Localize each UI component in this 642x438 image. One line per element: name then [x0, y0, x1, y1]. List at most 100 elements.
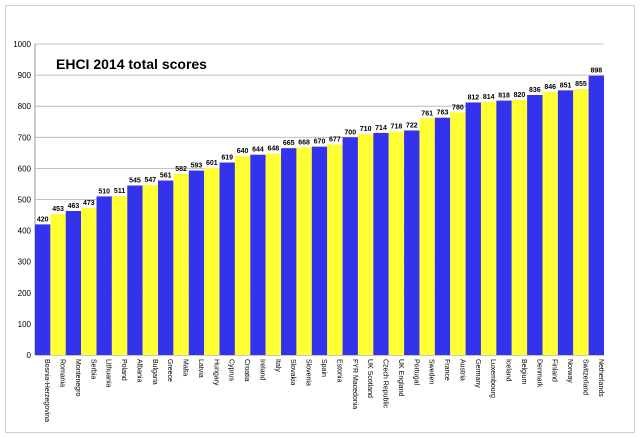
value-label: 677	[329, 136, 341, 143]
value-label: 545	[129, 178, 141, 185]
category-label: Lithuania	[105, 359, 112, 388]
value-label: 648	[268, 145, 280, 152]
x-axis-labels: Bosnia-Herzegovina Romania Montenegro Serbi…	[43, 359, 604, 422]
bar	[311, 146, 328, 355]
category-label: Bulgaria	[151, 359, 158, 385]
chart-title: EHCI 2014 total scores	[56, 56, 207, 72]
bar	[158, 180, 174, 355]
y-tick-label: 500	[18, 196, 32, 205]
bar	[250, 154, 266, 355]
value-label: 818	[498, 93, 510, 100]
bar	[234, 155, 251, 355]
bar	[142, 184, 159, 355]
category-label: Spain	[320, 359, 327, 377]
bar	[511, 99, 528, 355]
y-tick-label: 400	[18, 227, 32, 236]
bar	[96, 196, 112, 355]
value-label: 846	[544, 84, 556, 91]
category-label: Portugal	[412, 359, 419, 386]
category-label: France	[443, 359, 450, 381]
bar	[188, 170, 205, 355]
bar	[465, 102, 481, 355]
category-label: Malta	[182, 359, 189, 376]
category-label: Romania	[59, 359, 66, 387]
value-label: 855	[575, 81, 587, 88]
bar	[496, 100, 512, 356]
value-label: 619	[221, 154, 233, 161]
value-label: 582	[175, 166, 187, 173]
bar	[327, 144, 343, 355]
value-label: 763	[437, 110, 449, 117]
bar	[111, 196, 128, 355]
value-label: 820	[514, 92, 526, 99]
bar	[434, 117, 451, 355]
category-label: Switzerland	[581, 359, 588, 395]
value-label: 473	[83, 200, 95, 207]
category-label: Austria	[458, 359, 465, 381]
bar	[265, 153, 282, 355]
y-tick-label: 200	[18, 289, 32, 298]
bar	[219, 162, 235, 355]
chart-frame: 0 100 200 300 400 500 600 700 800 900 1000 420 453 4…	[5, 5, 635, 433]
bar	[588, 75, 604, 356]
y-tick-label: 700	[18, 133, 32, 142]
bar	[281, 148, 297, 355]
category-label: Poland	[120, 359, 127, 381]
value-label: 547	[144, 177, 156, 184]
category-label: Montenegro	[74, 359, 81, 396]
category-label: Czech Republic	[382, 359, 389, 409]
value-label: 644	[252, 147, 264, 154]
value-label: 812	[467, 94, 479, 101]
value-label: 670	[314, 139, 326, 146]
bar	[296, 147, 312, 355]
bar	[50, 214, 66, 355]
category-label: Netherlands	[597, 359, 604, 397]
y-tick-label: 300	[18, 258, 32, 267]
category-label: Italy	[274, 359, 281, 372]
category-label: Germany	[474, 359, 481, 388]
bar	[357, 134, 374, 355]
category-label: Finland	[551, 359, 558, 382]
y-tick-label: 800	[18, 102, 32, 111]
value-label: 814	[483, 94, 495, 101]
value-label: 640	[237, 148, 249, 155]
value-label: 710	[360, 126, 372, 133]
value-label: 463	[68, 203, 80, 210]
value-label: 453	[52, 206, 64, 213]
bar	[127, 185, 143, 355]
value-label: 836	[529, 87, 541, 94]
category-label: Slovakia	[289, 359, 296, 386]
value-label: 561	[160, 173, 172, 180]
bar	[35, 224, 51, 355]
bars	[35, 75, 604, 356]
value-label: 722	[406, 122, 418, 129]
category-label: Belgium	[520, 359, 527, 384]
category-label: Ireland	[258, 359, 265, 381]
category-label: Bosnia-Herzegovina	[43, 359, 50, 422]
category-label: Estonia	[335, 359, 342, 382]
value-label: 898	[590, 68, 602, 75]
category-label: Iceland	[505, 359, 512, 382]
category-label: Latvia	[197, 359, 204, 378]
bar	[342, 137, 358, 355]
bar	[480, 101, 497, 355]
bar	[419, 118, 435, 355]
value-label: 601	[206, 160, 218, 167]
bar	[557, 90, 574, 356]
category-label: Denmark	[535, 359, 542, 388]
value-label: 668	[298, 139, 310, 146]
value-label: 700	[344, 129, 356, 136]
y-tick-label: 100	[18, 320, 32, 329]
category-label: Hungary	[212, 359, 219, 386]
category-label: Cyprus	[228, 359, 235, 382]
bar	[173, 173, 189, 355]
y-tick-label: 1000	[13, 40, 31, 49]
bar	[204, 168, 220, 355]
category-label: Luxembourg	[489, 359, 496, 398]
category-label: FYR Macedonia	[351, 359, 358, 409]
bar	[573, 89, 589, 355]
bar	[81, 207, 97, 355]
bar	[527, 95, 543, 355]
